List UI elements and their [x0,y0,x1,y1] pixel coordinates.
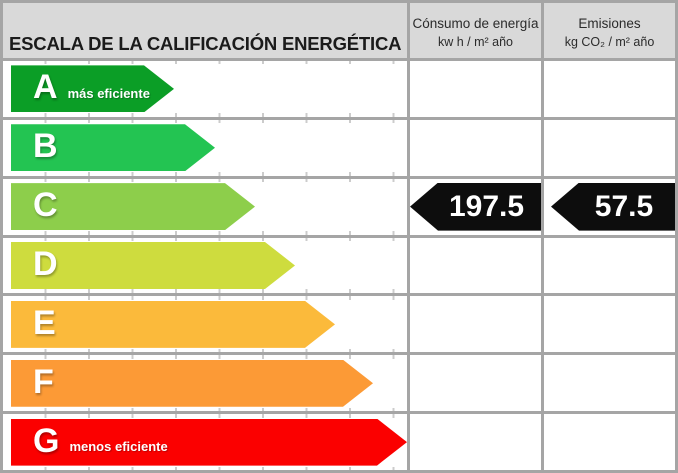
consumption-column-header: Cónsumo de energía kw h / m² año [410,3,541,58]
rating-row-d: D [3,237,407,294]
rating-letter-b: B [33,127,58,166]
emissions-cell-g [544,414,675,470]
consumption-value: 197.5 [448,189,525,223]
consumption-cell-b [410,119,541,176]
emissions-value-arrow: 57.5 [551,182,675,231]
emissions-cell-e [544,296,675,353]
emissions-cell-c: 57.5 [544,178,675,235]
consumption-header-title: Cónsumo de energía [412,16,539,32]
rating-row-g: G menos eficiente [3,414,407,470]
rating-arrow-d: D [11,242,295,289]
rating-row-b: B [3,119,407,176]
emissions-cell-d [544,237,675,294]
rating-row-c: C [3,178,407,235]
consumption-cell-d [410,237,541,294]
consumption-cell-f [410,355,541,412]
page-title: ESCALA DE LA CALIFICACIÓN ENERGÉTICA [9,32,402,54]
rating-letter-a: A [33,68,58,107]
consumption-cell-e [410,296,541,353]
rating-arrow-e: E [11,301,335,348]
emissions-column-header: Emisiones kg CO₂ / m² año [544,3,675,58]
certificate-grid: ESCALA DE LA CALIFICACIÓN ENERGÉTICA R-0… [3,3,675,470]
emissions-cell-b [544,119,675,176]
rating-letter-d: D [33,244,58,283]
emissions-header-title: Emisiones [578,16,641,32]
rating-arrow-g: G menos eficiente [11,419,407,466]
rating-arrow-a: A más eficiente [11,65,174,112]
consumption-cell-c: 197.5 [410,178,541,235]
most-efficient-label: más eficiente [67,85,150,101]
consumption-value-arrow: 197.5 [410,182,541,231]
emissions-cell-f [544,355,675,412]
rating-letter-c: C [33,186,58,225]
emissions-value: 57.5 [594,189,654,223]
rating-row-e: E [3,296,407,353]
rating-row-a: A más eficiente [3,61,407,117]
least-efficient-label: menos eficiente [69,439,168,455]
rating-arrow-c: C [11,183,255,230]
rating-letter-f: F [33,362,54,401]
consumption-header-unit: kw h / m² año [437,34,514,49]
rating-row-f: F [3,355,407,412]
rating-letter-e: E [33,303,56,342]
emissions-header-unit: kg CO₂ / m² año [564,34,655,49]
rating-arrow-b: B [11,124,215,171]
title-cell: ESCALA DE LA CALIFICACIÓN ENERGÉTICA R-0… [3,3,407,58]
consumption-cell-g [410,414,541,470]
rating-letter-g: G [33,421,60,460]
emissions-cell-a [544,61,675,117]
rating-arrow-f: F [11,360,373,407]
consumption-cell-a [410,61,541,117]
